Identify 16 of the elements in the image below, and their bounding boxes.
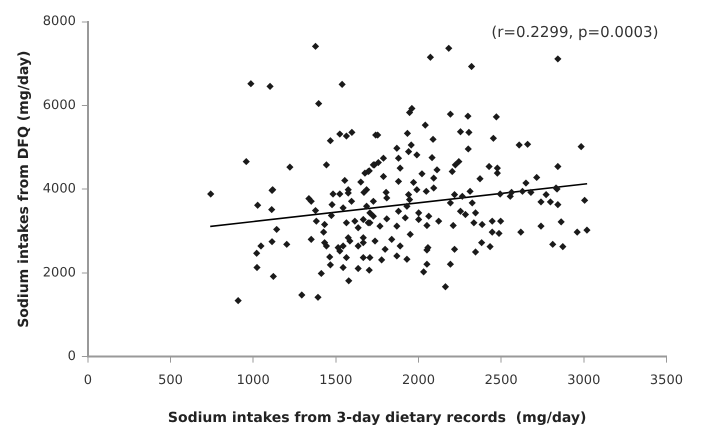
y-tick-label: 0 [68,348,76,364]
y-axis-title: Sodium intakes from DFQ (mg/day) [16,50,32,328]
x-tick-label: 0 [84,372,92,388]
annotation: (r=0.2299, p=0.0003) [491,23,658,42]
x-tick-label: 1000 [236,372,270,388]
y-tick-label: 4000 [42,182,76,197]
y-tick-label: 6000 [42,98,76,113]
y-tick-label: 8000 [42,14,76,30]
x-tick-label: 1500 [319,372,352,388]
x-axis-title: Sodium intakes from 3-day dietary records (mg/day) [168,410,586,426]
x-tick-label: 2000 [402,372,436,388]
x-tick-label: 3000 [567,372,600,388]
x-tick-label: 500 [158,372,183,388]
x-tick-label: 2500 [484,372,518,388]
x-tick-label: 3500 [650,372,684,388]
y-tick-label: 2000 [42,265,76,280]
